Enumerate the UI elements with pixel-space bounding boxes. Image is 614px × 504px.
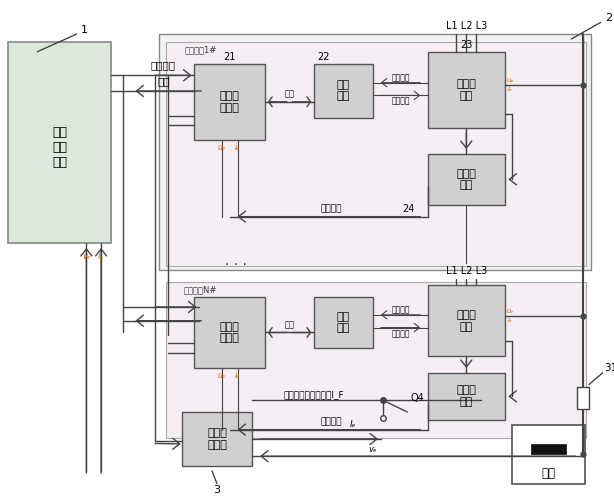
Bar (159, 34, 591, 270)
Text: L1 L2 L3: L1 L2 L3 (446, 266, 487, 276)
Text: L1 L2 L3: L1 L2 L3 (446, 21, 487, 31)
Text: 控制信号: 控制信号 (151, 60, 176, 71)
Text: 功率控
制单元: 功率控 制单元 (220, 322, 239, 343)
Text: 逆变电流: 逆变电流 (320, 417, 341, 426)
Text: 3: 3 (214, 484, 220, 494)
Text: 逆变电流: 逆变电流 (320, 204, 341, 213)
Bar (428, 154, 505, 205)
Text: iₑ: iₑ (508, 86, 513, 92)
Bar (195, 297, 265, 368)
Bar (513, 425, 585, 484)
Text: vₑ: vₑ (82, 253, 91, 262)
Text: 31: 31 (604, 363, 614, 373)
Text: Q4: Q4 (410, 393, 424, 403)
Text: 内反馈
单元: 内反馈 单元 (456, 386, 476, 407)
Text: 故障监测: 故障监测 (391, 305, 410, 314)
Text: 驱动
单元: 驱动 单元 (337, 312, 350, 334)
Text: vₑ: vₑ (369, 445, 377, 454)
Text: 负载: 负载 (542, 467, 556, 480)
Text: 驱动脉冲: 驱动脉冲 (391, 329, 410, 338)
Text: 功率单元1#: 功率单元1# (184, 45, 216, 54)
Text: 脉沪: 脉沪 (285, 320, 295, 329)
Text: 1: 1 (81, 25, 88, 35)
Text: 系统反
馈单元: 系统反 馈单元 (207, 428, 227, 450)
Text: 功率控
制单元: 功率控 制单元 (220, 91, 239, 112)
Bar (428, 373, 505, 420)
Text: uₑ: uₑ (507, 77, 514, 83)
Text: 24: 24 (402, 204, 414, 214)
Text: 驱动脉冲: 驱动脉冲 (391, 97, 410, 106)
Text: 功率单元N#: 功率单元N# (184, 286, 217, 295)
Text: iₑ: iₑ (235, 144, 240, 152)
Bar (314, 297, 373, 348)
Bar (577, 388, 589, 409)
Text: 驱动
单元: 驱动 单元 (337, 80, 350, 101)
Text: 内反馈
单元: 内反馈 单元 (456, 168, 476, 190)
Text: uₑ: uₑ (218, 371, 226, 380)
Text: 各功率部分电流反馈I_F: 各功率部分电流反馈I_F (284, 390, 344, 399)
Text: 21: 21 (223, 51, 236, 61)
Text: 主回路
单元: 主回路 单元 (456, 310, 476, 332)
Text: 22: 22 (317, 51, 330, 61)
Text: 系统
控制
单元: 系统 控制 单元 (52, 126, 67, 169)
Text: iₑ: iₑ (98, 253, 104, 262)
Bar (8, 42, 111, 243)
Text: 主回路
单元: 主回路 单元 (456, 79, 476, 101)
Bar (531, 445, 567, 454)
Text: 通讯: 通讯 (157, 76, 169, 86)
Bar (182, 412, 252, 466)
Text: uₑ: uₑ (218, 144, 226, 152)
Bar (428, 52, 505, 129)
Text: uₑ: uₑ (507, 308, 514, 314)
Bar (195, 64, 265, 140)
Bar (428, 285, 505, 356)
Text: 23: 23 (460, 40, 473, 50)
Text: 故障监测: 故障监测 (391, 73, 410, 82)
Text: 2: 2 (605, 14, 612, 23)
Text: Iₑ: Iₑ (350, 420, 357, 429)
Bar (314, 64, 373, 117)
Text: 脉沪: 脉沪 (285, 89, 295, 98)
Bar (166, 282, 586, 437)
Text: iₑ: iₑ (508, 317, 513, 323)
Text: · · ·: · · · (225, 258, 247, 272)
Text: iₑ: iₑ (235, 371, 240, 380)
Bar (166, 42, 586, 266)
